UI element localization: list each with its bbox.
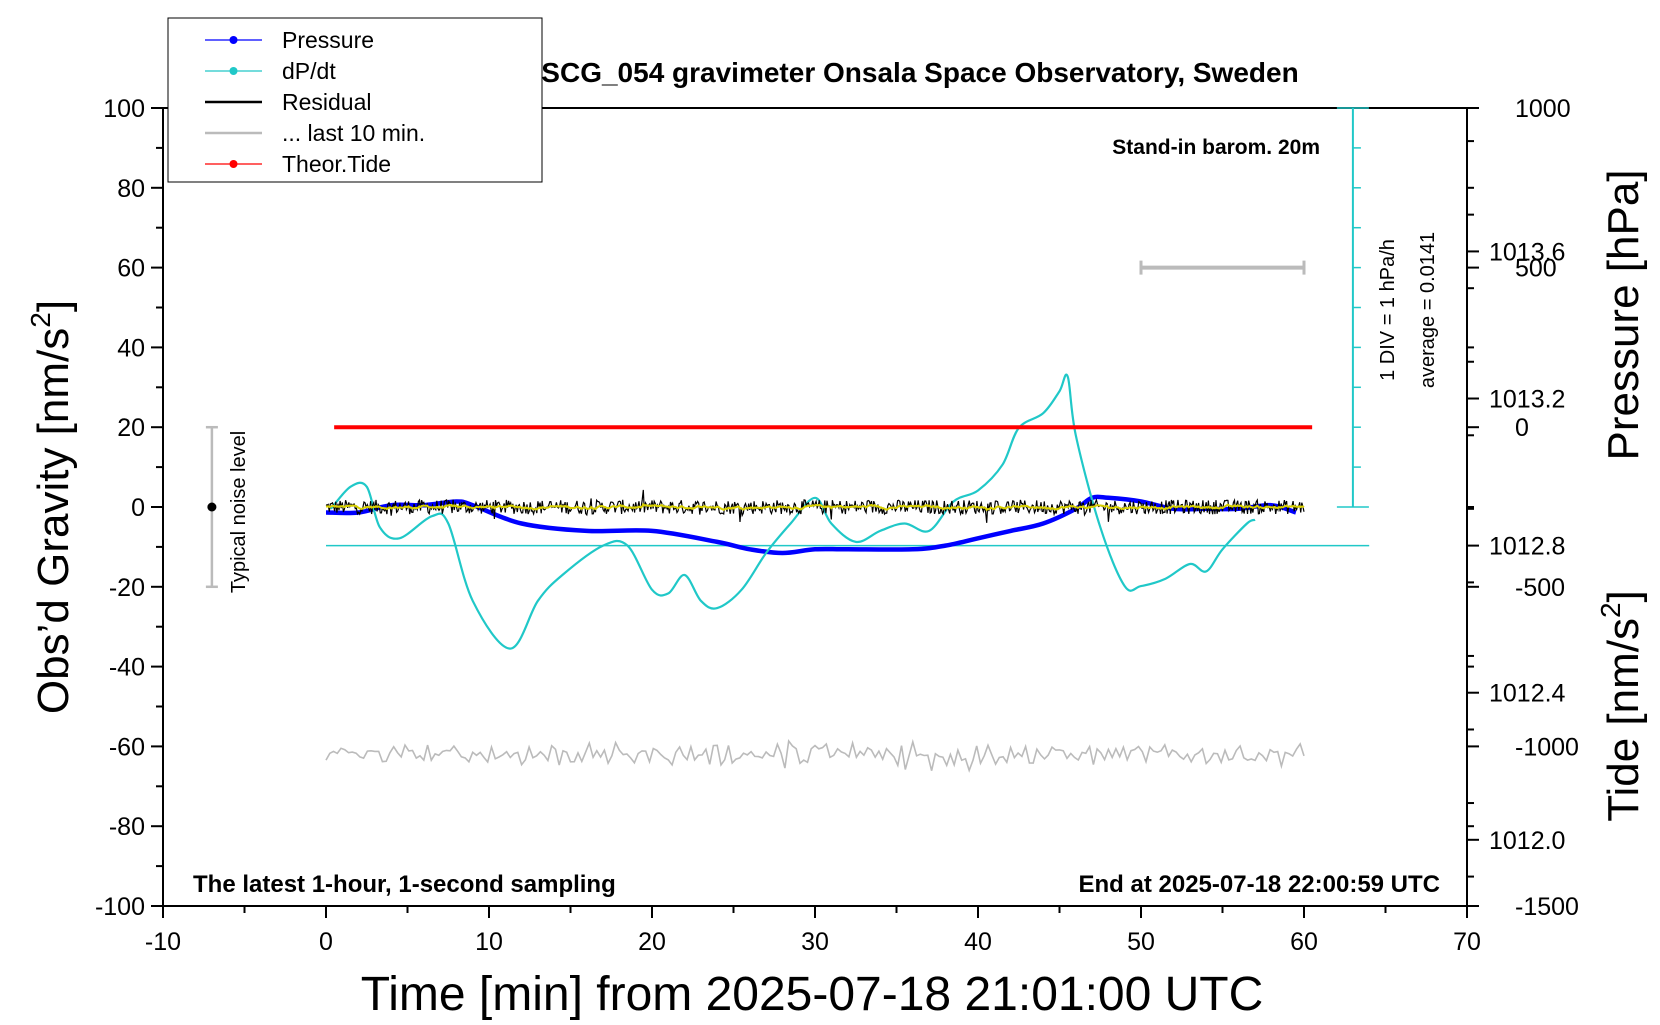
pressure-tick-label: 1012.4 (1489, 680, 1566, 708)
legend-label: dP/dt (282, 58, 336, 84)
y-tick-label: -20 (109, 574, 145, 602)
series-layer (325, 373, 1370, 773)
y-tick-label: -80 (109, 813, 145, 841)
pressure-tick-label: 1012.0 (1489, 827, 1565, 855)
x-tick-label: -10 (145, 928, 181, 956)
y-tick-label: 80 (117, 175, 145, 203)
pressure-axis: 1013.6 1013.2 1012.8 1012.4 1012.0 (1467, 140, 1566, 878)
pressure-tick-label: 1013.2 (1489, 386, 1565, 414)
x-tick-label: 40 (964, 928, 992, 956)
noise-note: Typical noise level (228, 431, 250, 593)
tide-tick-label: 1000 (1515, 95, 1571, 123)
tide-tick-label: -1000 (1515, 733, 1579, 761)
div-note: 1 DIV = 1 hPa/h (1377, 239, 1399, 381)
legend: Pressure dP/dt Residual ... last 10 min. The… (167, 17, 543, 183)
barometer-note: Stand-in barom. 20m (1112, 136, 1320, 159)
x-axis: -10 0 10 20 30 40 50 60 70 (145, 906, 1481, 956)
y-tick-label: -40 (109, 654, 145, 682)
y-tick-label: 20 (117, 414, 145, 442)
x-tick-label: 10 (475, 928, 503, 956)
x-tick-label: 20 (638, 928, 666, 956)
pressure-tick-label: 1012.8 (1489, 533, 1565, 561)
end-time-note: End at 2025-07-18 22:00:59 UTC (1079, 871, 1441, 898)
x-axis-label: Time [min] from 2025-07-18 21:01:00 UTC (361, 968, 1264, 1020)
gravity-axis-label: Obs’d Gravity [nm/s2] (25, 300, 78, 714)
y-tick-label: 40 (117, 334, 145, 362)
chart-title: SCG_054 gravimeter Onsala Space Observat… (541, 57, 1298, 88)
tide-tick-label: 0 (1515, 414, 1529, 442)
gravity-axis: 100 80 60 40 20 0 -20 -40 -60 -80 -100 (95, 95, 163, 921)
x-tick-label: 0 (319, 928, 333, 956)
tide-tick-label: -1500 (1515, 893, 1579, 921)
legend-label: Theor.Tide (282, 151, 391, 177)
x-tick-label: 50 (1127, 928, 1155, 956)
legend-label: Residual (282, 89, 372, 115)
pressure-axis-label: Pressure [hPa] (1599, 169, 1648, 460)
annotation-marks (205, 260, 1306, 589)
legend-box (167, 17, 543, 183)
tide-tick-label: -500 (1515, 574, 1565, 602)
x-tick-label: 30 (801, 928, 829, 956)
y-tick-label: 0 (131, 494, 145, 522)
y-tick-label: -100 (95, 893, 145, 921)
legend-label: Pressure (282, 27, 374, 53)
tide-axis: 1000 500 0 -500 -1000 -1500 (1467, 95, 1579, 921)
dpdt-scale (1336, 107, 1369, 508)
series-residual-smoothed-line (325, 502, 1305, 512)
sampling-note: The latest 1-hour, 1-second sampling (193, 871, 616, 898)
series-last-10-min-line (325, 738, 1305, 773)
legend-marker (229, 36, 238, 44)
tide-axis-label: Tide [nm/s2] (1595, 590, 1648, 822)
legend-label: ... last 10 min. (282, 120, 425, 146)
y-tick-label: -60 (109, 733, 145, 761)
legend-marker (229, 160, 238, 168)
y-tick-label: 60 (117, 255, 145, 283)
y-tick-label: 100 (103, 95, 145, 123)
pressure-tick-label: 1013.6 (1489, 238, 1565, 266)
average-note: average = 0.0141 (1417, 232, 1439, 388)
x-tick-label: 70 (1453, 928, 1481, 956)
x-tick-label: 60 (1290, 928, 1318, 956)
legend-marker (229, 67, 238, 75)
tide-tick-label: 500 (1515, 255, 1557, 283)
noise-bar-point (207, 502, 217, 512)
